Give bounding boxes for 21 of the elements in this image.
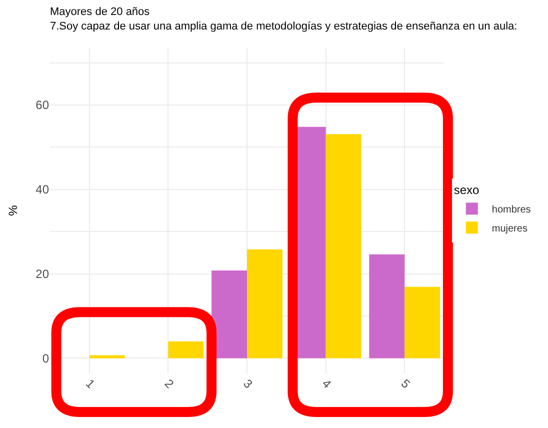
y-tick-label: 60 xyxy=(36,98,50,112)
x-tick-label: 4 xyxy=(319,376,334,392)
bar xyxy=(369,254,405,358)
x-tick-label: 1 xyxy=(83,376,98,392)
bar xyxy=(404,286,440,358)
legend-label: hombres xyxy=(492,204,531,216)
y-tick-label: 20 xyxy=(36,267,50,282)
x-tick-label: 5 xyxy=(398,376,414,392)
y-axis-title: % xyxy=(6,204,20,216)
bar xyxy=(212,270,247,358)
bar xyxy=(326,134,362,358)
chart-title: Mayores de 20 años xyxy=(50,6,150,18)
y-tick-label: 0 xyxy=(42,351,50,366)
legend-title: sexo xyxy=(454,183,480,198)
x-tick-label: 2 xyxy=(162,376,177,392)
x-tick-label: 3 xyxy=(240,376,256,392)
bar xyxy=(168,341,204,358)
y-tick-label: 40 xyxy=(36,182,50,197)
legend-label: mujeres xyxy=(492,224,528,234)
bar xyxy=(247,249,282,358)
chart-subtitle: 7.Soy capaz de usar una amplia gama de metodologías y estrategias de enseñanza en un aula: xyxy=(50,20,518,32)
